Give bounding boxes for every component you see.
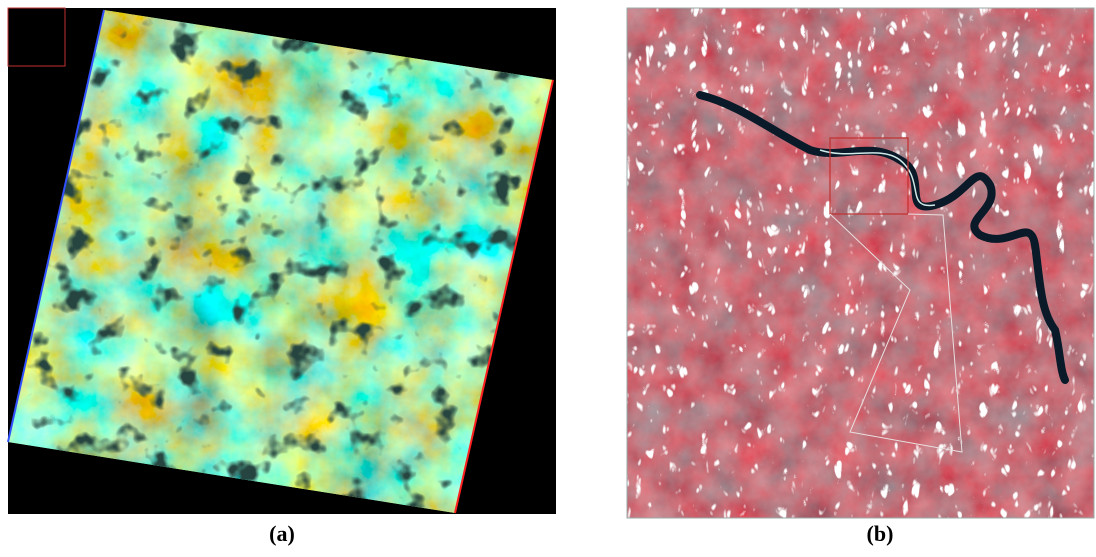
image-clouds — [627, 8, 1094, 518]
caption: (a) — [269, 521, 295, 546]
panel-a — [8, 8, 556, 514]
panel-b — [627, 8, 1094, 518]
page: (a) (b) (() => { const data = JSON.parse… — [0, 0, 1096, 552]
caption: (b) — [867, 521, 894, 546]
figure: (a) (b) — [0, 0, 1096, 552]
